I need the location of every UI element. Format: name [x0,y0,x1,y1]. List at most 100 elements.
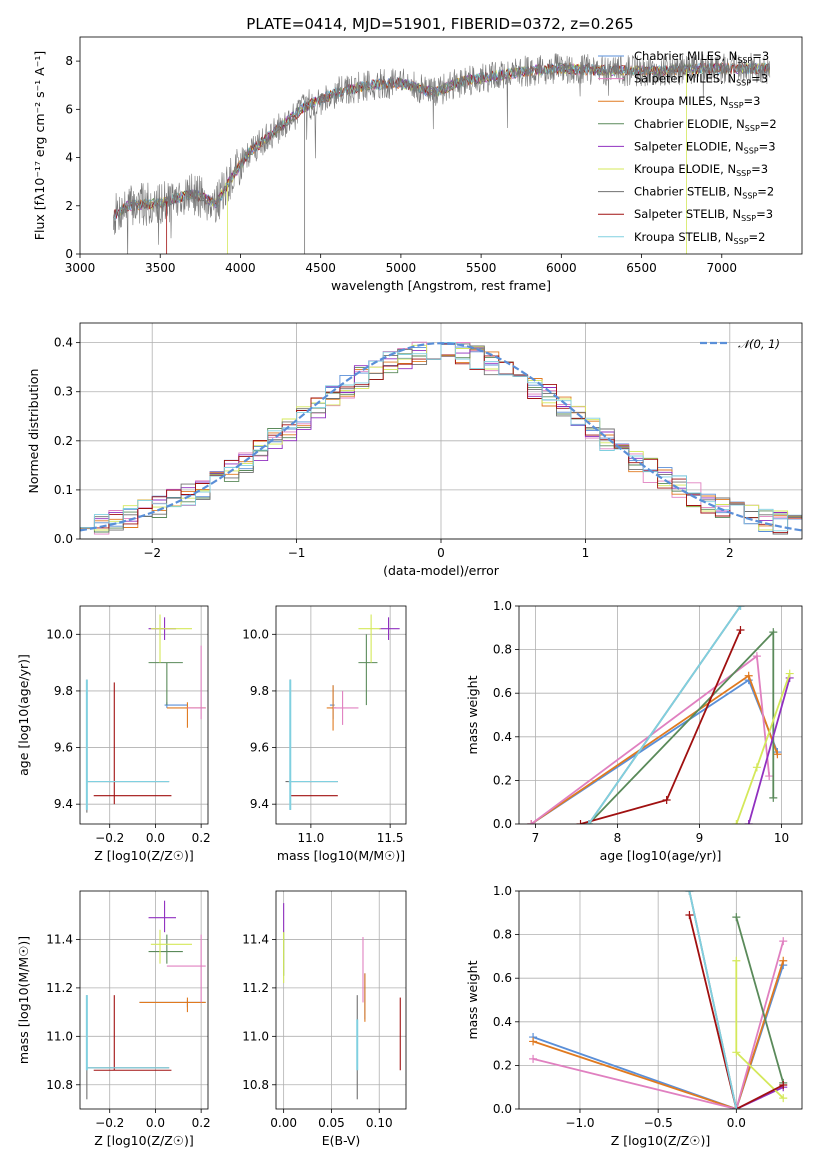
y-axis-label: mass [log10(M/M☉)] [16,936,31,1064]
legend-label-main: Kroupa MILES, N [634,94,729,108]
legend-label-sub: SSP [737,56,752,65]
weight-point-kroupa_stelib [584,820,593,824]
spectrum-data [113,52,771,254]
legend-label: Chabrier ELODIE, NSSP=2 [634,117,777,133]
spectrum-panel: 3000 3500 4000 4500 5000 5500 6000 6500 7000 0 2 4 6… [32,36,803,293]
weight-line-salpeter_elodie [747,677,791,824]
y-tick-label: 0.0 [54,532,73,546]
weight-point-kroupa_stelib [736,606,745,610]
figure-title: PLATE=0414, MJD=51901, FIBERID=0372, z=0… [246,15,633,33]
legend-label-suffix: =3 [756,207,773,221]
mass_vs_Z-data [85,900,206,1100]
mass_vs_EBV-data [283,903,401,1100]
x-tick-label: 0 [437,546,445,560]
y-tick-label: 0.2 [493,1058,512,1072]
legend-label: Kroupa MILES, NSSP=3 [634,94,760,110]
weight-point-kroupa_miles [779,956,788,965]
x-tick-label: −0.5 [644,1116,673,1130]
legend-label-suffix: =2 [749,230,766,244]
weight-line-chabrier_elodie [588,629,775,824]
legend-label: Kroupa STELIB, NSSP=2 [634,230,765,246]
x-tick-label: 0.10 [366,1116,393,1130]
x-tick-label: 11.5 [377,831,404,845]
y-tick-label: 1.0 [493,884,512,898]
weight-line-chabrier_miles [530,678,779,824]
y-tick-label: 11.4 [242,932,269,946]
x-tick-label: 4000 [225,261,256,275]
x-tick-label: −0.2 [95,831,124,845]
legend-label-suffix: =3 [752,49,769,63]
y-tick-label: 9.4 [250,797,269,811]
weight-point-salpeter_stelib [779,1081,788,1090]
x-axis-label: Z [log10(Z/Z☉)] [94,1133,194,1148]
weight-point-salpeter_miles [765,772,774,781]
legend-label-sub: SSP [745,124,760,133]
y-tick-label: 8 [65,54,73,68]
y-tick-label: 0.0 [493,1102,512,1116]
y-tick-label: 9.8 [54,684,73,698]
y-tick-label: 0.2 [493,773,512,787]
y-tick-label: 0 [65,247,73,261]
legend-label-sub: SSP [744,146,759,155]
x-tick-label: 7 [532,831,540,845]
axes-frame [79,36,803,255]
x-tick-label: −0.2 [95,1116,124,1130]
y-tick-label: 10.0 [242,627,269,641]
axes-frame [79,890,209,1110]
legend-label: Kroupa ELODIE, NSSP=3 [634,162,768,178]
weight-point-kroupa_stelib [685,891,694,895]
weight-line-kroupa_stelib [688,891,738,1109]
weight-point-kroupa_elodie [785,669,794,678]
legend-label-sub: SSP [741,214,756,223]
y-tick-label: 0.6 [493,971,512,985]
x-tick-label: 5500 [466,261,497,275]
y-tick-label: 0.8 [493,643,512,657]
legend-label-sub: SSP [742,192,757,201]
legend-label-main: Salpeter ELODIE, N [634,139,744,153]
x-tick-label: 6000 [546,261,577,275]
legend-label: Chabrier MILES, NSSP=3 [634,49,769,65]
axes-frame [275,890,407,1110]
legend-label-main: Chabrier MILES, N [634,49,737,63]
legend-label-sub: SSP [729,101,744,110]
legend-label: Salpeter MILES, NSSP=3 [634,72,768,88]
weight-point-salpeter_miles [527,820,536,824]
legend-label-suffix: =3 [744,94,761,108]
axes-frame [518,605,803,825]
y-tick-label: 0.4 [493,730,512,744]
y-tick-label: 11.2 [46,981,73,995]
weight-point-salpeter_elodie [744,820,753,824]
age_vs_Z-data [85,614,206,813]
weight-line-kroupa_miles [532,960,785,1109]
y-tick-label: 9.4 [54,797,73,811]
axes-frame [275,605,407,825]
y-tick-label: 6 [65,102,73,116]
legend-label-main: Chabrier STELIB, N [634,185,742,199]
legend-label: Salpeter ELODIE, NSSP=3 [634,139,776,155]
x-tick-label: 5000 [386,261,417,275]
spectrum-observed [113,52,771,254]
weight-line-salpeter_miles [532,940,785,1109]
legend-label-main: Kroupa STELIB, N [634,230,734,244]
axes-frame [518,890,803,1110]
x-tick-label: 1 [582,546,590,560]
age_vs_mass-data [285,614,400,810]
legend-label-main: Salpeter STELIB, N [634,207,741,221]
weight-point-salpeter_miles [752,652,761,661]
y-tick-label: 0.6 [493,686,512,700]
x-axis-label: age [log10(age/yr)] [600,848,722,863]
y-tick-label: 0.4 [54,336,73,350]
x-tick-label: 2 [726,546,734,560]
weight-line-salpeter_stelib [688,914,784,1109]
legend-label-main: Salpeter MILES, N [634,72,736,86]
legend-label-suffix: =3 [751,162,768,176]
weight-point-kroupa_elodie [752,763,761,772]
weight-point-chabrier_elodie [769,628,778,637]
weight-line-kroupa_stelib [587,606,742,824]
weight-point-kroupa_miles [744,671,753,680]
legend-label: Chabrier STELIB, NSSP=2 [634,185,774,201]
y-tick-label: 0.0 [493,817,512,831]
y-tick-label: 0.8 [493,928,512,942]
legend-label-suffix: =3 [751,72,768,86]
residuals-panel: −2 −1 0 1 2 0.0 0.1 0.2 0.3 0.4 (data-model)/error… [26,322,803,578]
